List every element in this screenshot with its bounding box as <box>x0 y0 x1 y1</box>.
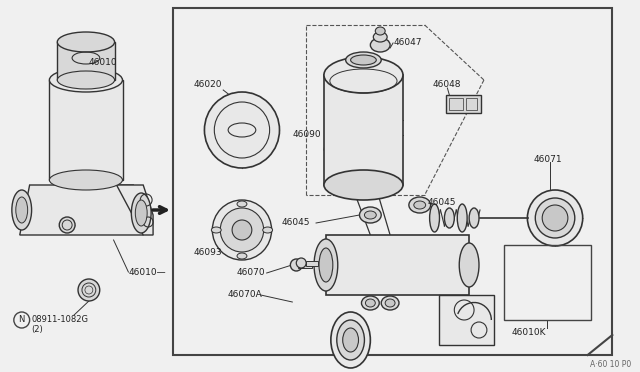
Polygon shape <box>116 185 153 235</box>
Text: N: N <box>19 315 25 324</box>
Circle shape <box>60 217 75 233</box>
Ellipse shape <box>381 296 399 310</box>
Text: 46045: 46045 <box>428 198 456 207</box>
Ellipse shape <box>371 38 390 52</box>
Ellipse shape <box>131 193 151 233</box>
Ellipse shape <box>469 208 479 228</box>
Bar <box>58 42 115 80</box>
Bar <box>326 235 469 295</box>
Ellipse shape <box>373 32 387 42</box>
Ellipse shape <box>457 204 467 232</box>
Text: 46048: 46048 <box>433 80 461 89</box>
Ellipse shape <box>58 71 115 89</box>
Circle shape <box>291 259 302 271</box>
Circle shape <box>542 205 568 231</box>
Ellipse shape <box>12 190 31 230</box>
Ellipse shape <box>429 204 440 232</box>
Text: 46045: 46045 <box>282 218 310 227</box>
Ellipse shape <box>324 170 403 200</box>
Circle shape <box>296 258 306 268</box>
Ellipse shape <box>58 32 115 52</box>
Bar <box>440 295 494 345</box>
Ellipse shape <box>237 201 247 207</box>
Ellipse shape <box>237 253 247 259</box>
Bar <box>466 98 477 110</box>
Text: A·60 10 P0: A·60 10 P0 <box>589 360 631 369</box>
Ellipse shape <box>49 68 122 92</box>
Ellipse shape <box>262 227 273 233</box>
Text: 46010: 46010 <box>89 58 118 67</box>
Circle shape <box>232 220 252 240</box>
Circle shape <box>214 102 269 158</box>
Polygon shape <box>20 185 143 235</box>
Ellipse shape <box>319 248 333 282</box>
Text: 46093: 46093 <box>193 248 222 257</box>
Ellipse shape <box>49 170 122 190</box>
Ellipse shape <box>460 243 479 287</box>
Text: 46010K: 46010K <box>511 328 546 337</box>
Ellipse shape <box>16 197 28 223</box>
Text: (2): (2) <box>31 325 44 334</box>
Ellipse shape <box>364 211 376 219</box>
Bar <box>449 98 463 110</box>
Bar <box>298 262 312 268</box>
Ellipse shape <box>135 200 147 226</box>
Circle shape <box>78 279 100 301</box>
Text: 46090: 46090 <box>292 130 321 139</box>
Ellipse shape <box>351 55 376 65</box>
Bar <box>173 8 612 355</box>
Text: 46070A: 46070A <box>227 290 262 299</box>
Circle shape <box>204 92 280 168</box>
Ellipse shape <box>360 207 381 223</box>
Ellipse shape <box>444 208 454 228</box>
Text: 46070: 46070 <box>237 268 266 277</box>
Text: 46047: 46047 <box>393 38 422 47</box>
Circle shape <box>212 200 271 260</box>
Ellipse shape <box>362 296 380 310</box>
Circle shape <box>220 208 264 252</box>
Text: 46010—: 46010— <box>129 268 166 277</box>
Ellipse shape <box>365 299 375 307</box>
Bar <box>306 261 318 266</box>
Bar <box>49 80 124 180</box>
Text: 46071: 46071 <box>533 155 562 164</box>
Circle shape <box>527 190 582 246</box>
Ellipse shape <box>331 312 371 368</box>
Circle shape <box>535 198 575 238</box>
Bar <box>504 245 591 320</box>
Ellipse shape <box>324 57 403 93</box>
Bar <box>447 95 481 113</box>
Text: 08911-1082G: 08911-1082G <box>31 315 88 324</box>
Ellipse shape <box>375 27 385 35</box>
Ellipse shape <box>337 320 364 360</box>
Ellipse shape <box>342 328 358 352</box>
Text: 46020: 46020 <box>193 80 222 89</box>
Ellipse shape <box>414 201 426 209</box>
Bar <box>324 75 403 185</box>
Ellipse shape <box>385 299 395 307</box>
Ellipse shape <box>211 227 221 233</box>
Ellipse shape <box>346 52 381 68</box>
Ellipse shape <box>409 197 431 213</box>
Ellipse shape <box>314 239 338 291</box>
